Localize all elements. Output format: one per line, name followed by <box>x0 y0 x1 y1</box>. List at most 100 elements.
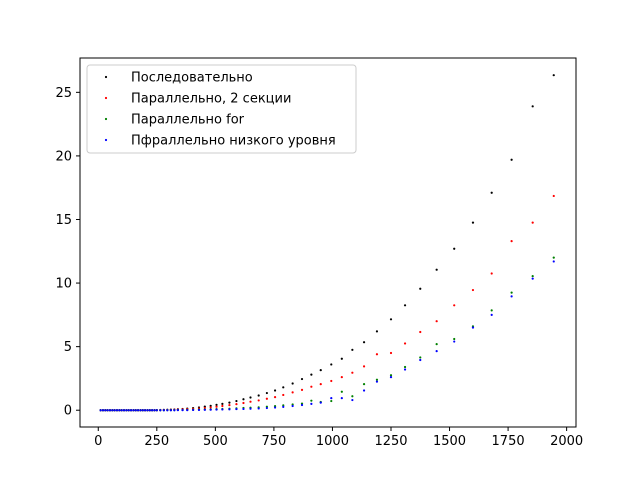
data-point <box>228 404 231 407</box>
data-point <box>242 407 245 411</box>
data-point <box>249 400 252 403</box>
data-point <box>235 399 238 403</box>
data-point <box>453 304 456 307</box>
x-tick-label: 250 <box>144 434 169 449</box>
data-point <box>419 356 422 359</box>
data-point <box>122 409 126 412</box>
legend-marker-2 <box>104 96 108 100</box>
data-point <box>419 330 422 334</box>
data-point <box>113 409 116 412</box>
data-point <box>419 358 422 362</box>
data-point <box>257 407 260 410</box>
data-point <box>471 288 475 292</box>
data-point <box>291 382 294 385</box>
data-point <box>375 380 379 383</box>
legend: Последовательно Параллельно, 2 секции Пара… <box>86 64 357 154</box>
data-point <box>151 409 154 412</box>
data-point <box>453 337 456 341</box>
data-point <box>435 320 438 323</box>
data-point <box>106 409 109 412</box>
data-point <box>166 409 169 412</box>
x-tick-label: 1250 <box>374 434 407 449</box>
data-point <box>291 404 294 408</box>
data-point <box>242 398 245 401</box>
data-point <box>192 408 195 412</box>
data-point <box>362 383 366 386</box>
data-point <box>144 409 147 412</box>
data-point <box>273 406 277 409</box>
legend-label-4: Пфраллельно низкого уровня <box>131 134 336 149</box>
legend-marker-3 <box>104 117 108 121</box>
axis-ticks-layer: 0 250 500 750 1000 1250 1500 1750 2000 0 5 10 15 20 25 <box>55 86 583 449</box>
data-point <box>273 389 277 392</box>
legend-marker-1 <box>104 75 108 79</box>
y-tick-label: 10 <box>55 277 72 292</box>
data-point <box>340 390 343 393</box>
data-point <box>139 409 142 412</box>
data-point <box>403 365 407 369</box>
data-point <box>403 368 407 371</box>
data-point <box>531 105 534 108</box>
data-point <box>435 268 438 271</box>
data-point <box>340 357 343 360</box>
y-tick-label: 5 <box>64 340 72 355</box>
y-tick-label: 25 <box>55 86 72 101</box>
data-point <box>351 348 354 351</box>
x-tick-label: 1500 <box>433 434 466 449</box>
data-point <box>330 363 333 366</box>
data-point <box>319 369 322 372</box>
data-point <box>228 408 231 411</box>
legend-label-3: Параллельно for <box>131 113 245 128</box>
data-point <box>310 385 313 388</box>
data-point <box>389 351 393 355</box>
series-4-group <box>99 260 555 412</box>
x-tick-label: 500 <box>203 434 228 449</box>
data-point <box>203 408 206 411</box>
data-point <box>162 409 165 412</box>
data-point <box>362 389 366 392</box>
data-point <box>273 396 277 399</box>
data-point <box>291 403 294 406</box>
data-point <box>221 402 224 405</box>
x-tick-label: 2000 <box>550 434 583 449</box>
data-point <box>125 409 128 412</box>
y-tick-label: 15 <box>55 213 72 228</box>
data-point <box>490 191 493 194</box>
data-point <box>282 386 285 389</box>
data-point <box>453 340 456 343</box>
data-point <box>257 399 260 402</box>
data-point <box>242 401 245 405</box>
data-point <box>134 409 137 412</box>
data-point <box>351 371 354 374</box>
data-point <box>300 403 304 407</box>
data-point <box>531 221 534 224</box>
data-point <box>203 406 206 410</box>
data-point <box>146 409 149 412</box>
data-point <box>310 402 313 405</box>
data-point <box>389 374 393 377</box>
data-point <box>235 407 238 411</box>
data-point <box>490 313 493 316</box>
data-point <box>310 399 313 402</box>
legend-marker-4 <box>104 138 108 142</box>
data-point <box>403 342 407 345</box>
data-point <box>340 397 343 400</box>
data-point <box>115 409 119 412</box>
data-point <box>282 393 285 397</box>
data-point <box>282 405 285 409</box>
data-point <box>552 260 555 263</box>
data-point <box>132 409 135 412</box>
data-point <box>510 158 513 161</box>
x-tick-label: 0 <box>94 434 102 449</box>
x-tick-label: 1750 <box>492 434 525 449</box>
data-point <box>300 377 304 381</box>
legend-label-1: Последовательно <box>131 71 253 86</box>
data-point <box>104 409 107 412</box>
axes-frame <box>79 57 577 428</box>
data-point <box>471 326 475 329</box>
data-point <box>510 291 513 294</box>
data-point <box>375 330 379 333</box>
x-tick-label: 1000 <box>316 434 349 449</box>
